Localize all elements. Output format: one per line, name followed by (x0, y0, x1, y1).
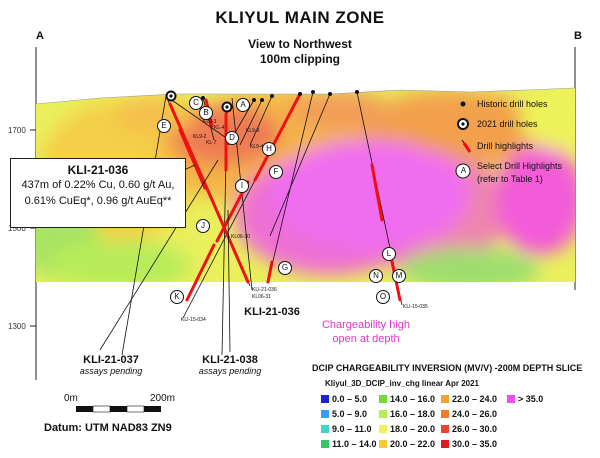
legend-bin-label: 14.0 – 16.0 (390, 394, 436, 404)
legend-bin: 5.0 – 9.0 (321, 409, 367, 419)
legend-bin: 24.0 – 26.0 (441, 409, 497, 419)
legend-bin: 11.0 – 14.0 (321, 439, 377, 449)
hole-label: KLI-15-034 (181, 317, 206, 323)
legend-bin-label: 5.0 – 9.0 (332, 409, 368, 419)
highlight-marker-h: H (262, 142, 276, 156)
legend-2021-holes: 2021 drill holes (477, 119, 538, 129)
highlight-marker-m: M (392, 269, 406, 283)
hole-label: KL-4 (214, 125, 225, 131)
legend-swatch (379, 395, 387, 403)
new-2021-collars (165, 90, 233, 113)
legend-select-letter: A (460, 166, 467, 175)
legend-bin-label: 18.0 – 20.0 (390, 424, 436, 434)
highlight-marker-o: O (376, 290, 390, 304)
legend-bin: 30.0 – 35.0 (441, 439, 497, 449)
legend-bin-label: > 35.0 (518, 394, 544, 404)
legend-swatch (321, 440, 329, 448)
callout-line1: 437m of 0.22% Cu, 0.60 g/t Au, (21, 179, 175, 191)
legend-bin-label: 26.0 – 30.0 (452, 424, 498, 434)
highlight-marker-j: J (196, 219, 210, 233)
scale-right-label: 200m (150, 393, 176, 404)
color-legend-title: DCIP CHARGEABILITY INVERSION (MV/V) -200… (312, 363, 583, 373)
clipping-note: 100m clipping (259, 52, 341, 66)
legend-swatch (441, 395, 449, 403)
legend-bin-label: 11.0 – 14.0 (332, 439, 377, 449)
legend-bin-label: 20.0 – 22.0 (390, 439, 436, 449)
legend-historic-holes: Historic drill holes (477, 99, 548, 109)
section-corner-b: B (574, 30, 582, 42)
legend-swatch (441, 410, 449, 418)
legend-swatch (441, 425, 449, 433)
highlight-marker-l: L (382, 247, 396, 261)
hole-label: KL9-3 (246, 128, 260, 134)
elevation-label-1700: 1700 (8, 126, 26, 135)
elevation-label-1500: 1500 (8, 224, 26, 233)
legend-drill-highlights: Drill highlights (477, 141, 534, 151)
hole-label: KL9-2 (193, 134, 207, 140)
highlight-marker-a: A (236, 98, 250, 112)
highlight-marker-e: E (157, 119, 171, 133)
legend-bin: 14.0 – 16.0 (379, 394, 435, 404)
highlight-marker-d: D (225, 131, 239, 145)
legend-select-ref: (refer to Table 1) (477, 174, 543, 184)
legend-swatch (321, 425, 329, 433)
legend-bin: 18.0 – 20.0 (379, 424, 435, 434)
hole-label: KL06-30 (231, 234, 250, 240)
highlight-marker-g: G (278, 261, 292, 275)
highlight-marker-k: K (170, 290, 184, 304)
legend-bin-label: 16.0 – 18.0 (390, 409, 436, 419)
hole-annotation-kli037: KLI-21-037 assays pending (79, 354, 143, 376)
legend-swatch (507, 395, 515, 403)
legend-bin: 16.0 – 18.0 (379, 409, 435, 419)
scale-bar (76, 405, 161, 413)
hole-label: KL-7 (206, 140, 217, 146)
hole-label: KL9-4 (250, 144, 264, 150)
highlight-marker-n: N (369, 269, 383, 283)
map-legend-icons (455, 101, 472, 179)
hole-label: KLI-15-035 (403, 304, 428, 310)
highlight-marker-c: C (189, 96, 203, 110)
legend-swatch (379, 440, 387, 448)
view-direction: View to Northwest (248, 37, 352, 51)
legend-bin-label: 22.0 – 24.0 (452, 394, 498, 404)
legend-bin-label: 24.0 – 26.0 (452, 409, 498, 419)
legend-bin: 22.0 – 24.0 (441, 394, 497, 404)
legend-select-highlights: Select Drill Highlights (477, 161, 563, 171)
legend-bin: 9.0 – 11.0 (321, 424, 372, 434)
legend-swatch (321, 395, 329, 403)
section-corner-a: A (36, 30, 44, 42)
legend-bin: 20.0 – 22.0 (379, 439, 435, 449)
legend-bin-label: 0.0 – 5.0 (332, 394, 368, 404)
legend-bin-label: 30.0 – 35.0 (452, 439, 498, 449)
legend-bin: 26.0 – 30.0 (441, 424, 497, 434)
highlight-marker-b: B (199, 106, 213, 120)
legend-swatch (441, 440, 449, 448)
elevation-label-1300: 1300 (8, 322, 26, 331)
hole-label: KLI-21-036 (252, 287, 277, 293)
datum-label: Datum: UTM NAD83 ZN9 (44, 422, 172, 434)
hole-label: KL9-3 (203, 119, 217, 125)
hole-label: KL06-31 (252, 294, 271, 300)
callout-line2: 0.61% CuEq*, 0.96 g/t AuEq** (24, 195, 172, 207)
legend-swatch (321, 410, 329, 418)
chargeability-note: Chargeability high open at depth (321, 319, 411, 345)
hole-annotation-kli038: KLI-21-038 assays pending (198, 354, 262, 376)
legend-bin-label: 9.0 – 11.0 (332, 424, 372, 434)
scale-left-label: 0m (64, 393, 78, 404)
legend-bin: 0.0 – 5.0 (321, 394, 367, 404)
hole-annotation-kli036: KLI-21-036 (244, 306, 300, 318)
highlight-marker-i: I (235, 179, 249, 193)
highlight-marker-f: F (269, 165, 283, 179)
color-legend-subtitle: Kliyul_3D_DCIP_inv_chg linear Apr 2021 (325, 379, 479, 388)
legend-swatch (379, 410, 387, 418)
legend-swatch (379, 425, 387, 433)
legend-bin: > 35.0 (507, 394, 543, 404)
highlight-callout: KLI-21-036 437m of 0.22% Cu, 0.60 g/t Au… (10, 158, 186, 228)
callout-hole: KLI-21-036 (67, 163, 129, 177)
page-title: KLIYUL MAIN ZONE (215, 8, 385, 27)
